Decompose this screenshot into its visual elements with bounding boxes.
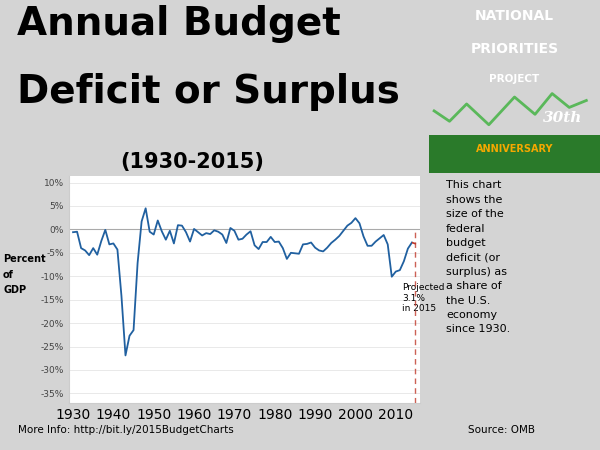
Text: Percent: Percent <box>3 254 46 264</box>
Text: NATIONAL: NATIONAL <box>475 9 554 22</box>
Text: 30th: 30th <box>542 111 582 125</box>
Bar <box>429 135 600 173</box>
Text: Source: OMB: Source: OMB <box>468 425 535 435</box>
Text: Annual Budget: Annual Budget <box>17 5 341 43</box>
Text: More Info: http://bit.ly/2015BudgetCharts: More Info: http://bit.ly/2015BudgetChart… <box>18 425 234 435</box>
Text: (1930-2015): (1930-2015) <box>120 153 264 172</box>
Text: This chart
shows the
size of the
federal
budget
deficit (or
surplus) as
a share : This chart shows the size of the federal… <box>446 180 511 334</box>
Text: Deficit or Surplus: Deficit or Surplus <box>17 73 400 111</box>
Text: Projected
3.1%
in 2015: Projected 3.1% in 2015 <box>402 283 445 313</box>
Text: PRIORITIES: PRIORITIES <box>470 41 559 56</box>
Text: PROJECT: PROJECT <box>490 75 539 85</box>
Text: of: of <box>3 270 14 279</box>
Text: GDP: GDP <box>3 285 26 295</box>
Text: ANNIVERSARY: ANNIVERSARY <box>476 144 553 154</box>
